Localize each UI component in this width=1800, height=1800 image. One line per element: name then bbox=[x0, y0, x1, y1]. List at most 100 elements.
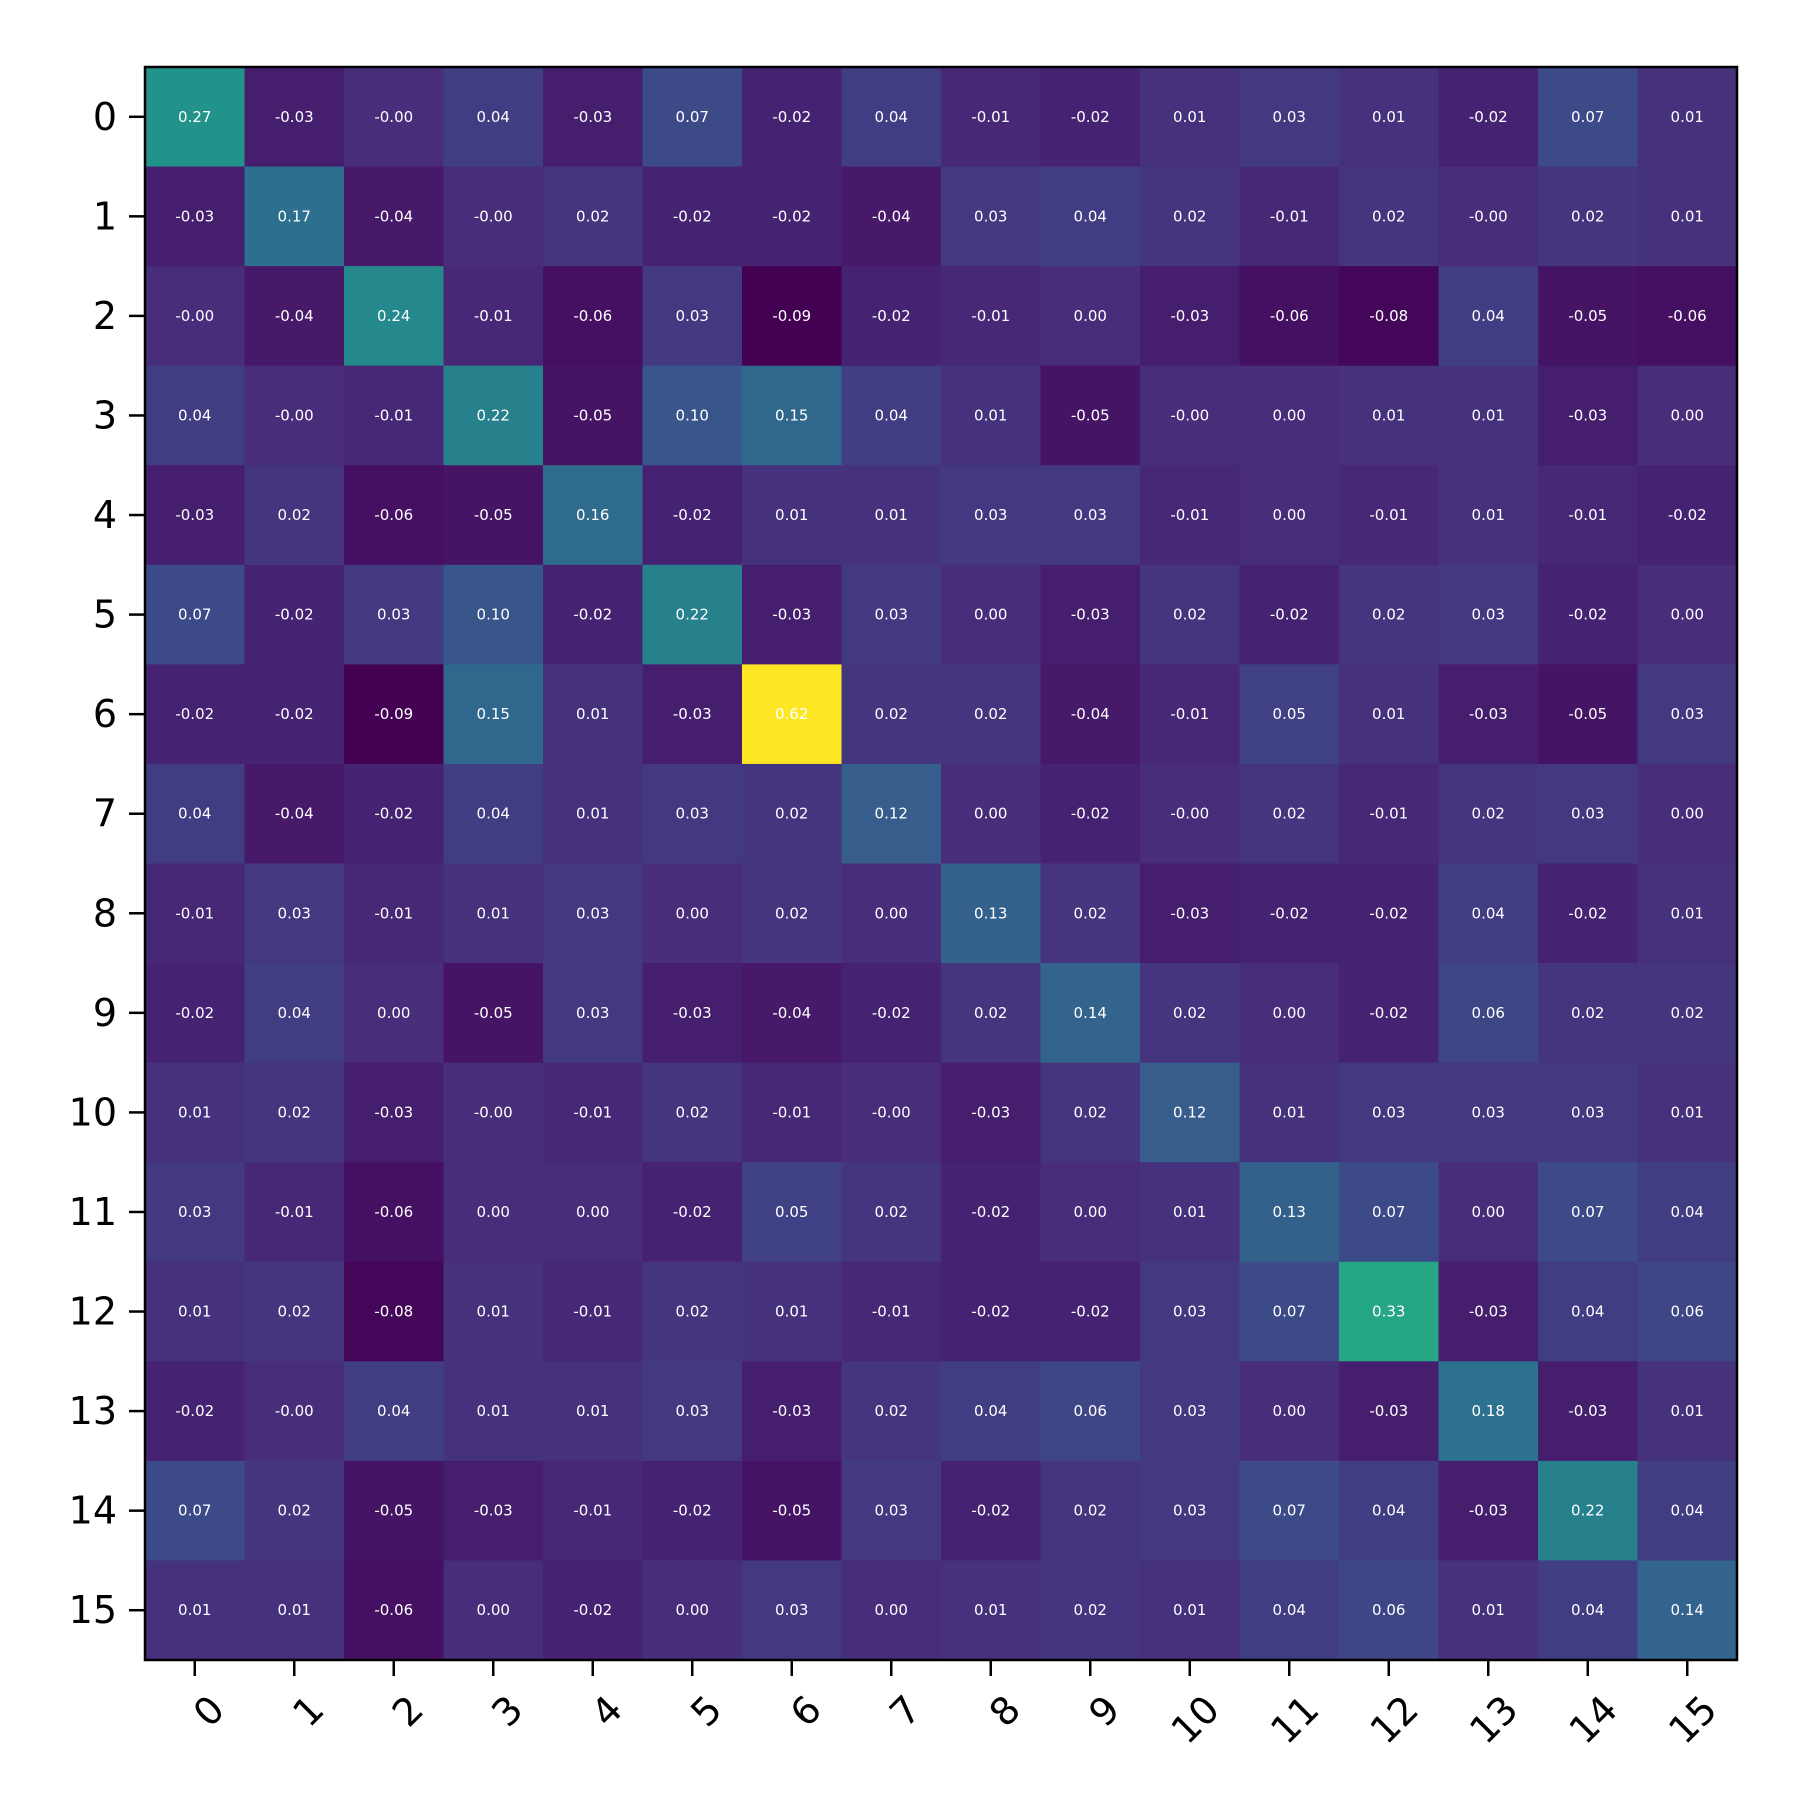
heatmap-cell bbox=[941, 963, 1041, 1064]
heatmap-cell bbox=[642, 465, 743, 566]
y-tick-label: 5 bbox=[93, 593, 117, 637]
cell-value-label: 0.27 bbox=[178, 108, 211, 126]
cell-value-label: 0.02 bbox=[1173, 1004, 1206, 1022]
cell-value-label: 0.03 bbox=[576, 904, 609, 922]
heatmap-cell bbox=[244, 166, 345, 267]
cell-value-label: 0.01 bbox=[1173, 1203, 1206, 1221]
cell-value-label: -0.06 bbox=[1668, 307, 1707, 325]
heatmap-cell bbox=[244, 863, 345, 964]
cell-value-label: -0.04 bbox=[275, 307, 314, 325]
heatmap-cell bbox=[1438, 1062, 1539, 1163]
heatmap-cell bbox=[443, 166, 544, 267]
heatmap-cell bbox=[941, 763, 1041, 864]
y-tick-label: 14 bbox=[69, 1489, 117, 1533]
y-tick-label: 1 bbox=[93, 194, 117, 238]
cell-value-label: -0.04 bbox=[275, 805, 314, 823]
heatmap-cell bbox=[742, 365, 842, 466]
cell-value-label: 0.04 bbox=[477, 108, 510, 126]
heatmap-cell bbox=[1339, 1162, 1439, 1263]
cell-value-label: 0.00 bbox=[1472, 1203, 1505, 1221]
cell-value-label: 0.24 bbox=[377, 307, 410, 325]
heatmap-cell bbox=[1239, 1261, 1340, 1362]
cell-value-label: -0.01 bbox=[1568, 506, 1607, 524]
heatmap-cell bbox=[1438, 763, 1539, 864]
cell-value-label: -0.01 bbox=[573, 1303, 612, 1321]
cell-value-label: 0.03 bbox=[1372, 1103, 1405, 1121]
heatmap-cell bbox=[344, 166, 444, 267]
cell-value-label: -0.03 bbox=[573, 108, 612, 126]
heatmap-cell bbox=[145, 1361, 245, 1462]
cell-value-label: 0.22 bbox=[477, 406, 510, 424]
heatmap-cell bbox=[742, 564, 842, 665]
cell-value-label: -0.02 bbox=[374, 805, 413, 823]
cell-value-label: 0.01 bbox=[875, 506, 908, 524]
cell-value-label: 0.12 bbox=[875, 805, 908, 823]
cell-value-label: 0.02 bbox=[1074, 904, 1107, 922]
cell-value-label: -0.01 bbox=[1170, 506, 1209, 524]
cell-value-label: 0.03 bbox=[377, 606, 410, 624]
cell-value-label: 0.02 bbox=[278, 1502, 311, 1520]
cell-value-label: 0.06 bbox=[1472, 1004, 1505, 1022]
cell-value-label: 0.00 bbox=[1273, 1004, 1306, 1022]
cell-value-label: -0.02 bbox=[573, 1601, 612, 1619]
heatmap-cell bbox=[344, 863, 444, 964]
cell-value-label: 0.02 bbox=[1074, 1601, 1107, 1619]
x-tick-label: 12 bbox=[1362, 1687, 1427, 1752]
heatmap-cell bbox=[244, 763, 345, 864]
cell-value-label: 0.00 bbox=[1273, 406, 1306, 424]
cell-value-label: -0.09 bbox=[374, 705, 413, 723]
cell-value-label: -0.02 bbox=[1071, 108, 1110, 126]
cell-value-label: 0.01 bbox=[1372, 705, 1405, 723]
cell-value-label: -0.02 bbox=[673, 1203, 712, 1221]
heatmap-cell bbox=[1637, 664, 1738, 765]
heatmap-cell bbox=[1339, 1361, 1439, 1462]
cell-value-label: 0.07 bbox=[676, 108, 709, 126]
cell-value-label: 0.01 bbox=[1671, 1103, 1704, 1121]
heatmap-cell bbox=[1637, 763, 1738, 864]
heatmap-cell bbox=[543, 1261, 643, 1362]
cell-value-label: 0.04 bbox=[178, 805, 211, 823]
heatmap-cell bbox=[244, 1460, 345, 1561]
cell-value-label: 0.04 bbox=[178, 406, 211, 424]
cell-value-label: -0.03 bbox=[175, 207, 214, 225]
cell-value-label: 0.05 bbox=[1273, 705, 1306, 723]
cell-value-label: -0.03 bbox=[175, 506, 214, 524]
x-tick-label: 10 bbox=[1163, 1687, 1228, 1752]
cell-value-label: -0.03 bbox=[1170, 307, 1209, 325]
heatmap-cell bbox=[344, 67, 444, 168]
heatmap-cell bbox=[742, 863, 842, 964]
heatmap-cell bbox=[244, 1361, 345, 1462]
cell-value-label: -0.05 bbox=[573, 406, 612, 424]
cell-value-label: 0.00 bbox=[676, 904, 709, 922]
cell-value-label: -0.06 bbox=[1270, 307, 1309, 325]
heatmap-cell bbox=[1040, 564, 1141, 665]
cell-value-label: -0.01 bbox=[971, 307, 1010, 325]
heatmap-cell bbox=[1239, 1460, 1340, 1561]
heatmap-cell bbox=[1438, 1162, 1539, 1263]
heatmap-cell bbox=[1140, 67, 1240, 168]
cell-value-label: 0.02 bbox=[875, 705, 908, 723]
heatmap-cell bbox=[1239, 863, 1340, 964]
cell-value-label: -0.08 bbox=[374, 1303, 413, 1321]
heatmap-cell bbox=[1140, 166, 1240, 267]
cell-value-label: -0.01 bbox=[573, 1502, 612, 1520]
cell-value-label: 0.07 bbox=[1571, 1203, 1604, 1221]
heatmap-cell bbox=[145, 166, 245, 267]
heatmap-cell bbox=[1239, 1162, 1340, 1263]
x-axis: 0 1 2 3 4 5 6 7 8 9 10 11 12 13 14 15 bbox=[185, 1660, 1725, 1752]
heatmap-cell bbox=[841, 465, 942, 566]
cell-value-label: 0.01 bbox=[477, 1402, 510, 1420]
heatmap-cell bbox=[1339, 763, 1439, 864]
heatmap-cell bbox=[642, 365, 743, 466]
cell-value-label: 0.03 bbox=[1571, 1103, 1604, 1121]
cell-value-label: 0.00 bbox=[576, 1203, 609, 1221]
cell-value-label: 0.18 bbox=[1472, 1402, 1505, 1420]
heatmap-cell bbox=[1637, 1361, 1738, 1462]
heatmap-cell bbox=[841, 266, 942, 367]
cell-value-label: -0.01 bbox=[474, 307, 513, 325]
heatmap-cell bbox=[642, 266, 743, 367]
cell-value-label: -0.03 bbox=[374, 1103, 413, 1121]
heatmap-cell bbox=[1438, 1261, 1539, 1362]
heatmap-cell bbox=[443, 1062, 544, 1163]
heatmap-cell bbox=[1040, 863, 1141, 964]
